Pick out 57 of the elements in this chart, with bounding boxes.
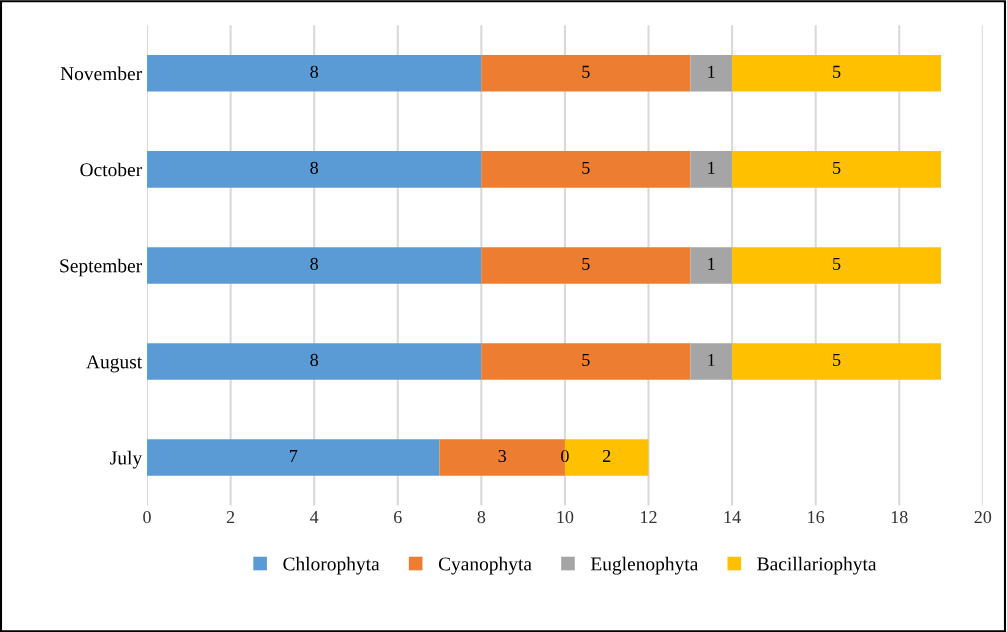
data-label: 8	[310, 353, 319, 367]
x-tick-label: 8	[477, 510, 486, 524]
data-label: 2	[603, 449, 611, 462]
data-label: 5	[582, 161, 590, 174]
x-tick-label: 16	[808, 511, 825, 524]
x-tick-label: 4	[310, 511, 319, 523]
x-tick-label: 18	[891, 510, 908, 524]
data-label: 1	[708, 65, 715, 78]
bar	[732, 247, 942, 284]
bar	[481, 247, 691, 284]
data-label: 7	[289, 450, 298, 462]
x-tick-label: 0	[143, 510, 151, 524]
data-label: 8	[310, 161, 319, 174]
legend-label: Chlorophyta	[283, 556, 380, 575]
data-label: 3	[498, 449, 507, 463]
bar	[481, 343, 691, 380]
data-label: 5	[833, 257, 841, 270]
data-label: 5	[833, 65, 841, 78]
annotation: 0	[561, 449, 569, 463]
bar	[481, 151, 691, 188]
data-label: 8	[310, 257, 319, 270]
legend-label: Euglenophyta	[590, 556, 699, 575]
bar	[732, 55, 942, 92]
bar	[147, 151, 482, 188]
bar	[690, 55, 733, 92]
bar	[732, 151, 942, 188]
x-tick-label: 6	[394, 511, 402, 524]
y-tick-label: November	[60, 66, 142, 81]
data-label: 1	[708, 257, 715, 270]
data-label: 5	[582, 65, 590, 78]
bar	[147, 343, 482, 380]
bar	[147, 55, 482, 92]
bar	[147, 247, 482, 284]
data-label: 1	[708, 161, 715, 174]
y-tick-label: September	[60, 258, 142, 277]
data-label: 5	[582, 257, 590, 270]
bar	[147, 439, 440, 476]
bar	[690, 151, 733, 188]
x-tick-label: 20	[974, 510, 992, 524]
bar	[690, 343, 733, 380]
legend-label: Cyanophyta	[438, 556, 532, 575]
bar	[690, 247, 733, 284]
data-label: 5	[833, 354, 841, 367]
bar	[481, 55, 691, 92]
x-tick-label: 2	[226, 511, 235, 523]
data-label: 5	[582, 354, 590, 367]
bar	[732, 343, 942, 380]
y-tick-label: August	[86, 355, 143, 373]
data-label: 8	[310, 65, 319, 78]
x-tick-label: 12	[641, 511, 657, 523]
data-label: 5	[833, 161, 841, 174]
x-tick-label: 10	[557, 510, 574, 524]
legend-label: Bacillariophyta	[757, 556, 877, 575]
x-tick-label: 14	[724, 511, 741, 523]
data-label: 1	[708, 353, 715, 366]
y-tick-label: October	[80, 162, 142, 177]
y-tick-label: July	[110, 450, 143, 469]
